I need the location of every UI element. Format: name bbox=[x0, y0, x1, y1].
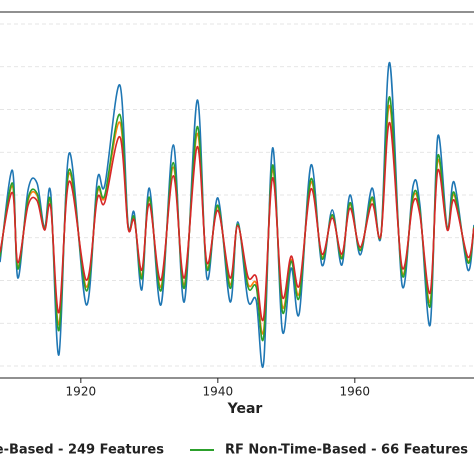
series-line bbox=[0, 121, 474, 322]
x-tick-label: 1960 bbox=[340, 385, 371, 399]
x-tick-label: 1920 bbox=[66, 385, 97, 399]
legend-label: e-Based - 249 Features bbox=[0, 443, 164, 458]
x-tick-label: 1940 bbox=[203, 385, 234, 399]
series-line bbox=[0, 96, 474, 342]
series-line bbox=[0, 62, 474, 368]
x-axis-label: Year bbox=[227, 401, 263, 417]
legend-label: RF Non-Time-Based - 66 Features bbox=[225, 443, 468, 458]
series-line bbox=[0, 104, 474, 335]
